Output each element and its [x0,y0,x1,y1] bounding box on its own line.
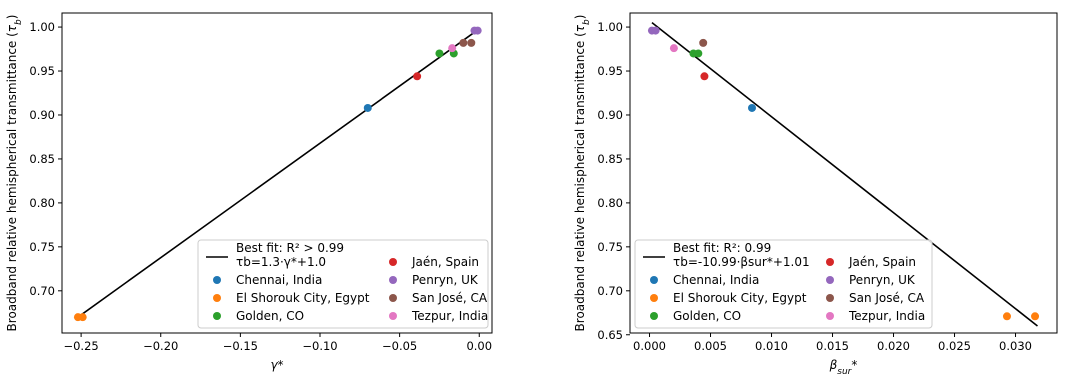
legend-entry: Tezpur, India [848,309,925,323]
data-point [413,72,422,81]
legend-entry: Penryn, UK [412,273,479,287]
y-tick-label: 0.75 [29,240,55,254]
legend-entry: Golden, CO [673,309,741,323]
x-tick-label: −0.15 [223,339,258,353]
data-point [363,103,372,112]
legend-marker [650,312,658,320]
legend-entry: Chennai, India [673,273,759,287]
legend-marker [389,312,397,320]
data-point [467,38,476,47]
data-point [1002,312,1011,321]
plot-frame [629,12,1058,334]
plot-frame [61,12,493,334]
x-axis-label: βsur* [829,358,858,374]
data-point [651,26,660,35]
data-point [748,103,756,112]
legend-marker [826,276,834,284]
y-tick-label: 0.90 [597,108,623,122]
chart-panel-2: 0.000 0.005 0.010 0.015 0.020 0.025 0.030 0.65 0… [573,12,1058,374]
legend-marker [826,312,834,320]
x-tick-label: −0.25 [63,339,98,353]
x-axis-label: γ* [270,358,283,372]
legend-marker [213,312,221,320]
legend-fit-label: Best fit: R² > 0.99 [236,241,344,255]
legend-marker [389,294,397,302]
legend-fit-label: Best fit: R²: 0.99 [673,241,771,255]
data-point [699,38,708,47]
legend-entry: San José, CA [849,291,925,305]
y-tick-label: 1.00 [597,20,623,34]
y-tick-label: 0.85 [597,152,623,166]
x-tick-label: 0.000 [633,339,666,353]
x-tick-label: −0.10 [302,339,337,353]
data-point [1031,312,1040,321]
legend-marker [650,294,658,302]
x-tick-label: 0.010 [755,339,788,353]
legend-marker [826,258,834,266]
legend-box [634,239,933,329]
y-tick-label: 0.70 [29,284,55,298]
y-axis-label: Broadband relative hemispherical transmi… [5,15,24,332]
y-tick-label: 0.80 [597,196,623,210]
legend-marker [389,258,397,266]
legend-entry: Jaén, Spain [411,255,479,269]
legend-marker [389,276,397,284]
chart-panel-1: −0.25 −0.20 −0.15 −0.10 −0.05 0.00 0.70 0.75 0.8… [5,12,493,372]
x-tick-label: 0.00 [466,339,492,353]
legend-marker [213,294,221,302]
legend-entry: Jaén, Spain [848,255,916,269]
y-tick-label: 0.90 [29,108,55,122]
y-axis-label: Broadband relative hemispherical transmi… [573,15,592,332]
y-tick-label: 0.75 [597,240,623,254]
y-tick-label: 0.65 [597,328,623,342]
x-tick-label: −0.05 [382,339,417,353]
data-point [78,313,87,322]
legend-entry: Penryn, UK [849,273,916,287]
y-tick-label: 0.95 [29,64,55,78]
legend-marker [826,294,834,302]
y-tick-label: 1.00 [29,20,55,34]
data-point [448,44,457,53]
legend-marker [650,276,658,284]
x-tick-label: 0.020 [877,339,910,353]
y-tick-label: 0.70 [597,284,623,298]
legend-box [197,239,489,329]
data-point [473,26,482,35]
data-point [435,49,444,58]
legend-fit-equation: τb=-10.99·βsur*+1.01 [673,255,810,269]
x-tick-label: 0.005 [694,339,727,353]
x-tick-label: 0.025 [938,339,971,353]
legend-entry: El Shorouk City, Egypt [673,291,807,305]
x-tick-label: −0.20 [143,339,178,353]
data-point [694,49,703,58]
data-point [459,38,468,47]
y-tick-label: 0.95 [597,64,623,78]
legend-entry: San José, CA [412,291,488,305]
legend-entry: Golden, CO [236,309,304,323]
legend-entry: El Shorouk City, Egypt [236,291,370,305]
y-tick-label: 0.85 [29,152,55,166]
x-tick-label: 0.015 [816,339,849,353]
legend-entry: Chennai, India [236,273,322,287]
fit-line [651,22,1038,327]
x-tick-label: 0.030 [999,339,1032,353]
fit-line [77,28,480,318]
legend-entry: Tezpur, India [411,309,488,323]
y-tick-label: 0.80 [29,196,55,210]
data-point [669,44,678,53]
legend-marker [213,276,221,284]
data-point [700,72,709,81]
legend-fit-equation: τb=1.3·γ*+1.0 [236,255,326,269]
